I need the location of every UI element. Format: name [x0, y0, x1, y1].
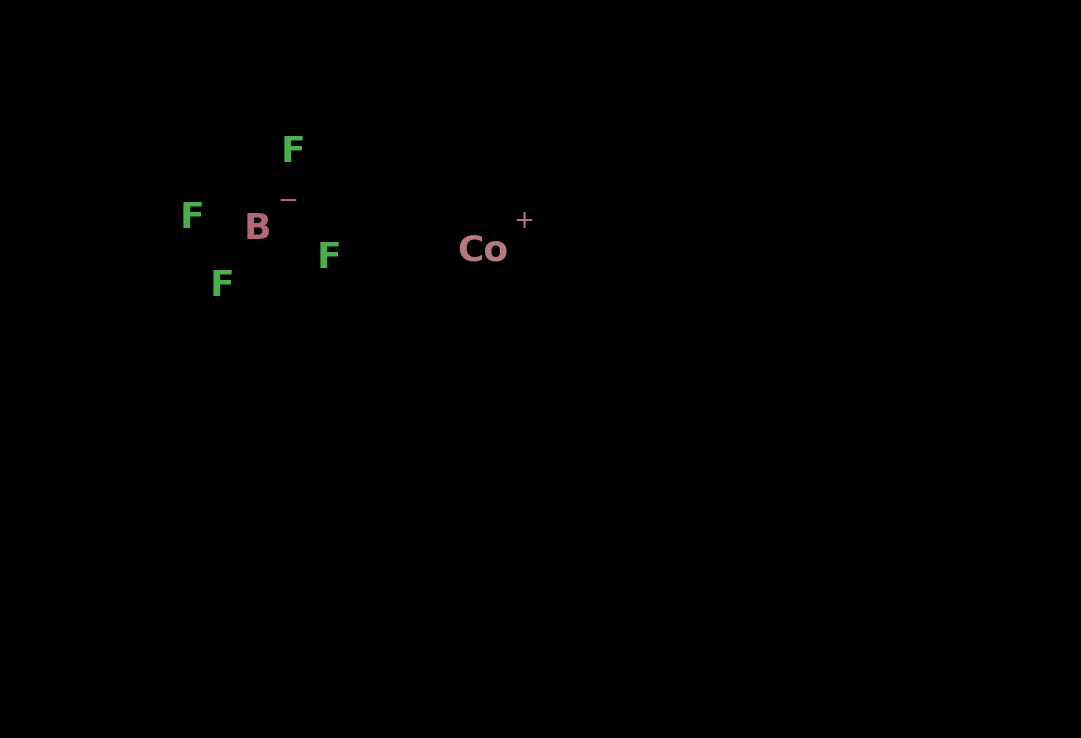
Text: Co: Co: [457, 233, 508, 267]
Text: F: F: [317, 241, 342, 275]
Text: F: F: [179, 201, 204, 235]
Text: −: −: [278, 188, 298, 213]
Text: F: F: [281, 136, 306, 170]
Text: B: B: [244, 213, 271, 246]
Text: F: F: [210, 269, 235, 303]
Text: +: +: [513, 210, 534, 233]
